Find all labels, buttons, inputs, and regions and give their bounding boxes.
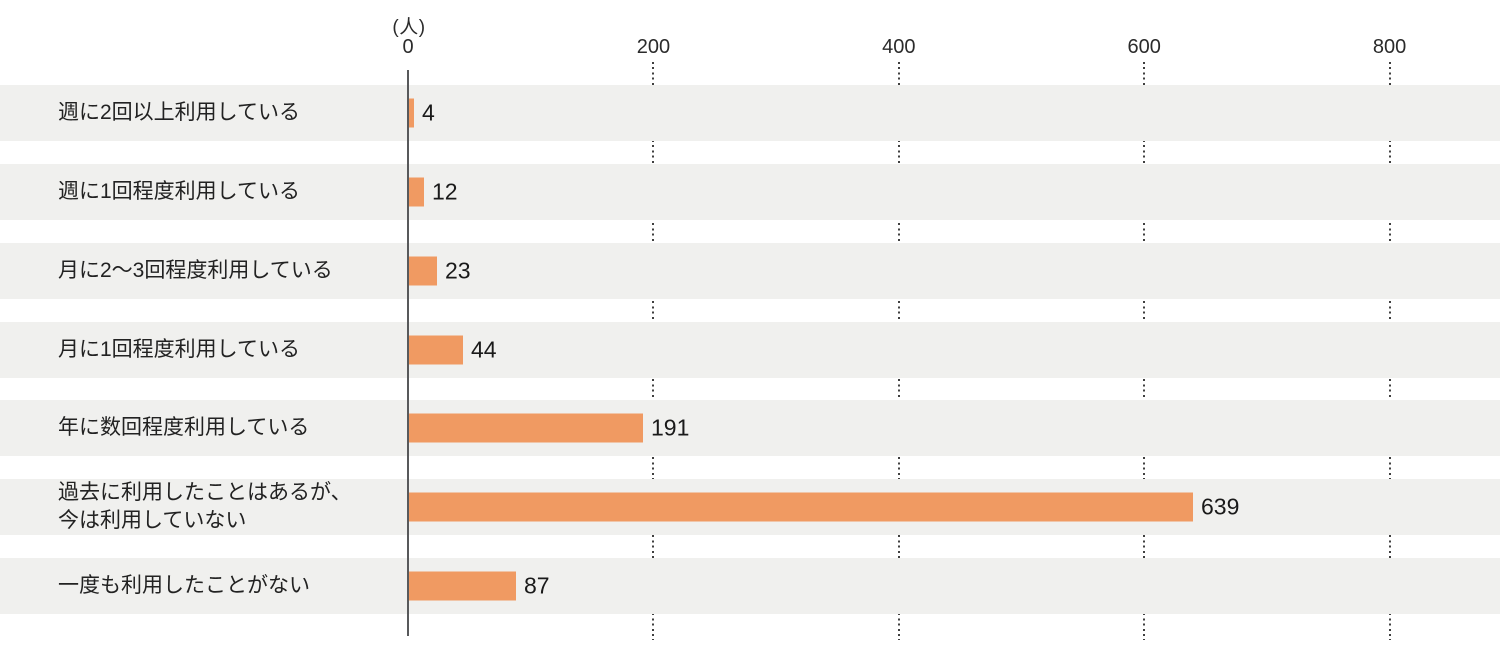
- category-band: 月に2〜3回程度利用している 23: [0, 243, 1500, 299]
- category-band: 週に2回以上利用している 4: [0, 85, 1500, 141]
- category-label: 週に2回以上利用している: [58, 101, 301, 124]
- value-label: 12: [432, 178, 458, 205]
- value-label: 87: [524, 572, 550, 599]
- value-label: 191: [651, 414, 690, 441]
- y-axis-line: [407, 70, 409, 636]
- category-band: 週に1回程度利用している 12: [0, 164, 1500, 220]
- bar: [409, 571, 516, 601]
- bar: [409, 492, 1193, 522]
- category-band: 月に1回程度利用している 44: [0, 322, 1500, 378]
- x-axis-tick-label: 600: [1127, 36, 1161, 58]
- bar: [409, 256, 437, 286]
- value-label: 639: [1201, 493, 1240, 520]
- category-band: 一度も利用したことがない 87: [0, 558, 1500, 614]
- category-band: 過去に利用したことはあるが、 今は利用していない 639: [0, 479, 1500, 535]
- x-axis-tick-label: 200: [636, 36, 671, 58]
- axis-unit-label: (人): [392, 17, 426, 38]
- value-label: 23: [445, 257, 471, 284]
- category-band: 年に数回程度利用している 191: [0, 400, 1500, 456]
- bar: [409, 98, 414, 128]
- value-label: 44: [471, 336, 497, 363]
- category-label: 年に数回程度利用している: [58, 416, 310, 439]
- category-label: 月に1回程度利用している: [58, 338, 301, 361]
- category-label: 週に1回程度利用している: [58, 180, 301, 203]
- bar: [409, 177, 424, 207]
- x-axis-tick-label: 0: [402, 36, 414, 58]
- category-label: 月に2〜3回程度利用している: [58, 259, 333, 282]
- bar: [409, 335, 463, 365]
- value-label: 4: [422, 99, 435, 126]
- category-label: 過去に利用したことはあるが、 今は利用していない: [58, 481, 352, 532]
- x-axis-tick-label: 800: [1372, 36, 1407, 58]
- bar: [409, 413, 643, 443]
- x-axis-tick-label: 400: [882, 36, 916, 58]
- category-label: 一度も利用したことがない: [58, 574, 310, 597]
